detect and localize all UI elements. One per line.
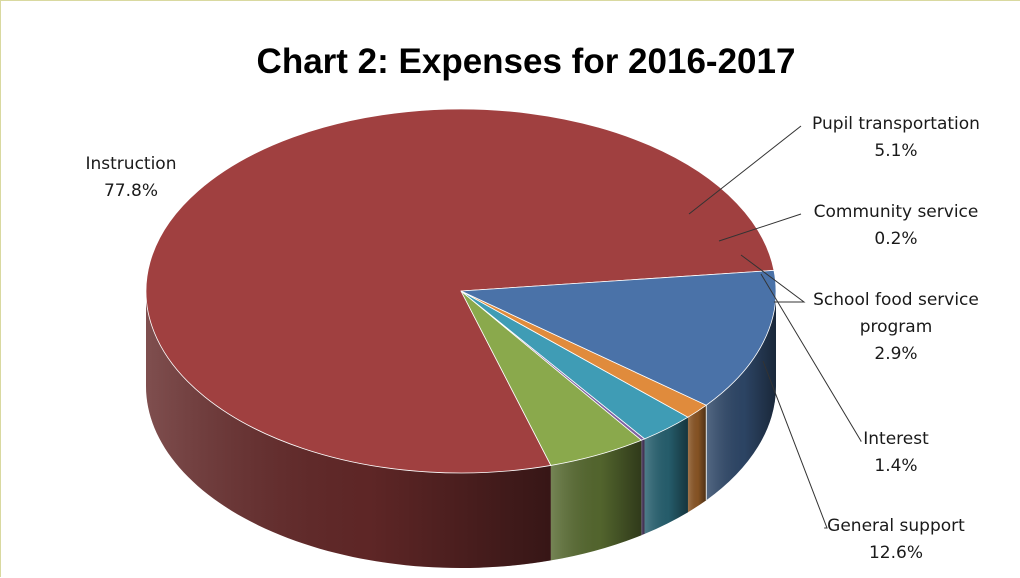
leader-line-school-food-service-program	[740, 254, 806, 303]
pie-slice-instruction	[145, 108, 775, 474]
label-name-general-support: General support	[827, 516, 965, 536]
pie-side-shading-pupil-transportation	[550, 440, 642, 561]
chart-title: Chart 2: Expenses for 2016-2017	[257, 42, 796, 81]
pie-side-shading-interest	[687, 405, 707, 513]
label-name-interest: Interest	[863, 429, 929, 449]
pie-labels: Instruction 77.8% Pupil transportation 5.1%…	[86, 114, 980, 563]
label-value-community-service: 0.2%	[874, 229, 917, 249]
pie-side-shading-general-support	[706, 291, 777, 501]
pie-slices	[145, 108, 777, 474]
label-value-school-food-service-program: 2.9%	[874, 344, 917, 364]
pie-side-shading-instruction	[146, 291, 551, 568]
label-name-school-food-service-program: School food service program	[813, 290, 979, 337]
leader-line-general-support	[762, 360, 828, 529]
leader-line-community-service	[718, 213, 802, 242]
pie-side-shading-community-service	[641, 438, 645, 536]
label-name-pupil-transportation: Pupil transportation	[812, 114, 980, 134]
pie-side-shading-school-food-service-program	[644, 417, 688, 534]
label-value-instruction: 77.8%	[104, 181, 158, 201]
label-value-general-support: 12.6%	[869, 543, 923, 563]
label-value-interest: 1.4%	[874, 456, 917, 476]
label-value-pupil-transportation: 5.1%	[874, 141, 917, 161]
pie-slice-general-support	[460, 269, 777, 406]
label-name-instruction: Instruction	[86, 154, 177, 174]
leader-line-pupil-transportation	[688, 125, 802, 215]
leader-line-interest	[760, 273, 862, 442]
label-name-community-service: Community service	[814, 202, 979, 222]
pie-depth	[146, 291, 777, 568]
